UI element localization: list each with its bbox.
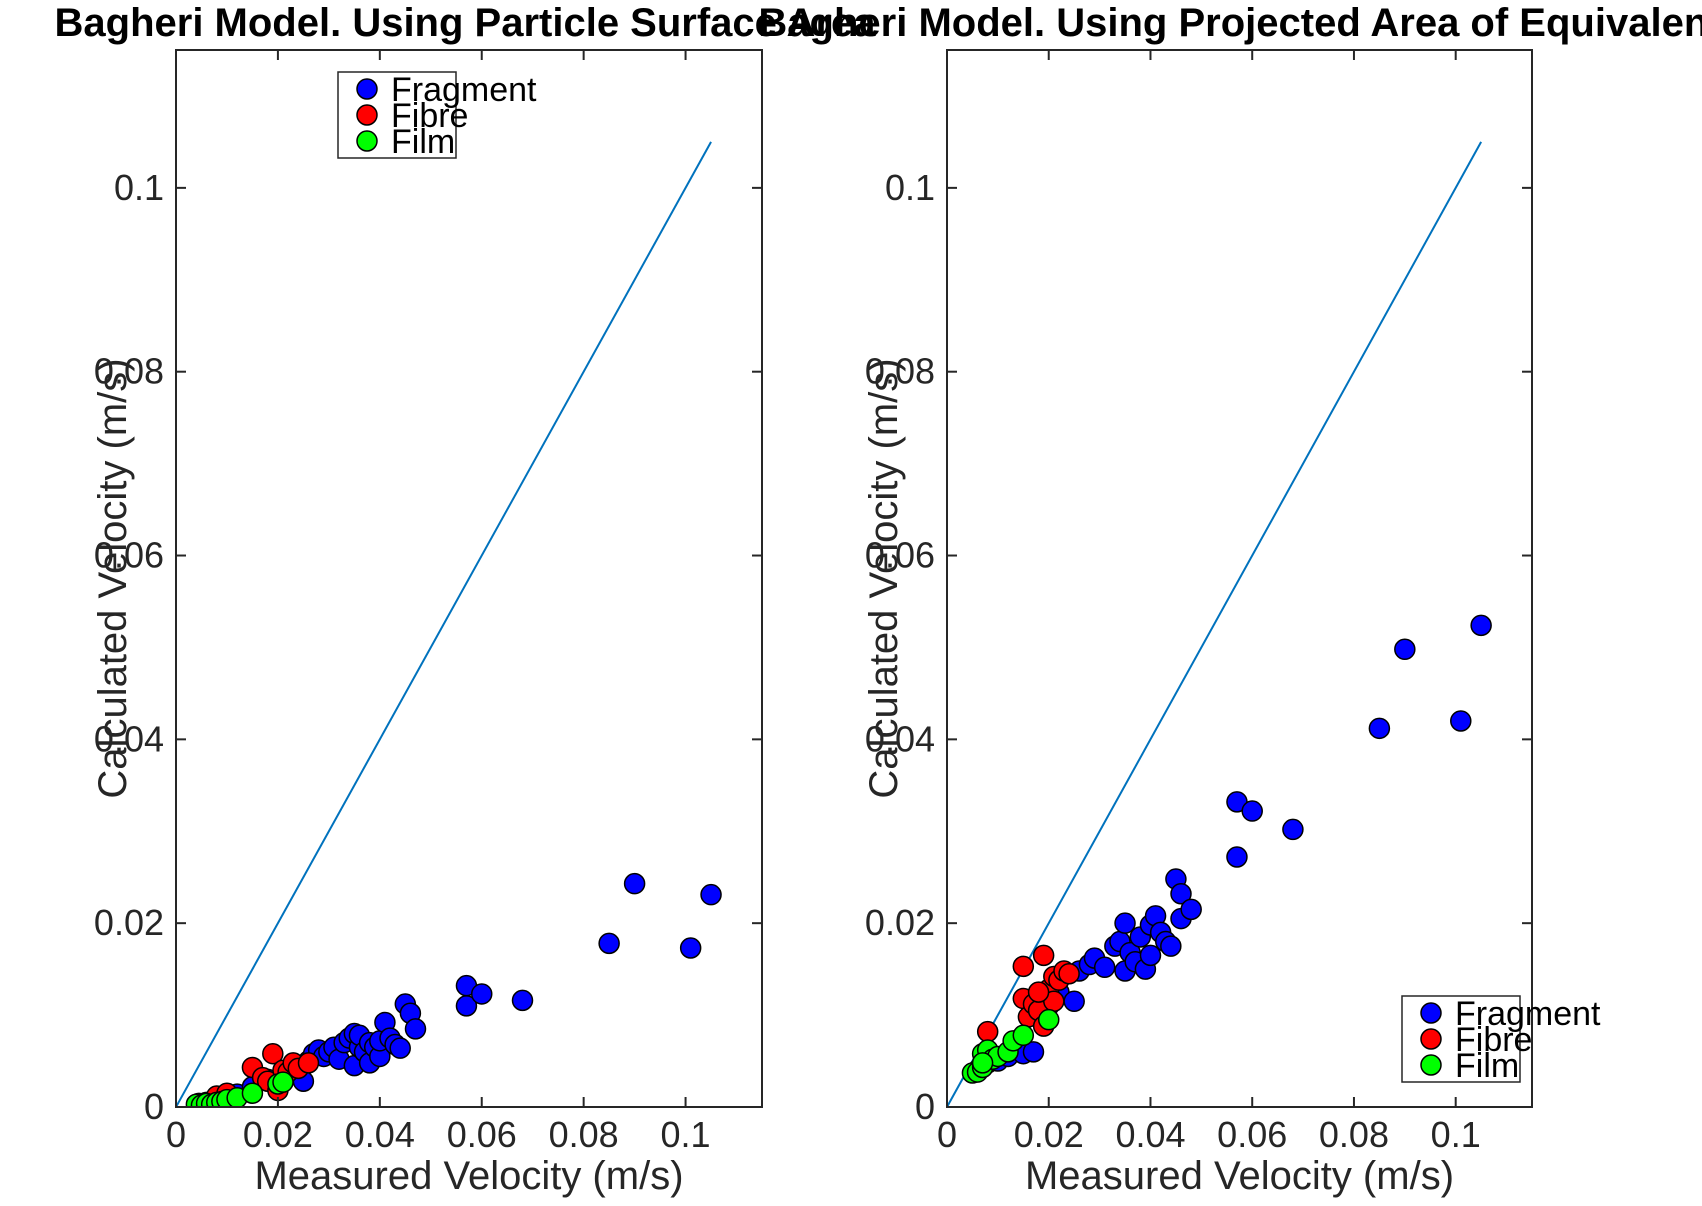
right-fragment-point <box>1170 883 1192 905</box>
left-x-tick-label: 0.1 <box>661 1114 711 1155</box>
right-legend-marker-film <box>1420 1054 1442 1076</box>
right-x-tick-label: 0 <box>937 1114 957 1155</box>
left-fragment-point <box>389 1037 411 1059</box>
left-fragment-point <box>679 937 702 959</box>
left-fragment-point <box>700 883 722 906</box>
right-y-tick-label: 0.06 <box>865 535 935 576</box>
right-fibre-point <box>1027 981 1050 1003</box>
left-legend-entry-film: Film <box>391 123 455 161</box>
right-legend-entry-fibre: Fibre <box>1455 1021 1532 1059</box>
right-fragment-point <box>1226 846 1248 868</box>
right-fragment-point <box>1022 1041 1045 1063</box>
left-x-tick-label: 0.02 <box>243 1114 313 1155</box>
left-axes-box <box>175 49 763 1108</box>
right-reference-line <box>947 141 1483 1107</box>
right-fragment-point <box>1139 944 1162 967</box>
right-fragment-point <box>1241 800 1263 822</box>
right-fragment-point <box>1093 956 1116 979</box>
right-y-tick-label: 0 <box>915 1086 935 1127</box>
right-fragment-point <box>1114 912 1136 934</box>
left-reference-line <box>176 141 712 1107</box>
left-film-point <box>241 1082 264 1104</box>
left-fragment-point <box>598 932 620 955</box>
left-x-tick-label: 0.06 <box>447 1114 517 1155</box>
right-fragment-point <box>1160 935 1182 957</box>
left-fibre-point <box>262 1042 284 1065</box>
left-y-tick-label: 0 <box>144 1086 164 1127</box>
right-x-tick-label: 0.02 <box>1014 1114 1084 1155</box>
left-y-tick-label: 0.04 <box>94 718 164 759</box>
left-y-tick-label: 0.1 <box>114 167 164 208</box>
left-legend-marker-fragment <box>356 78 378 100</box>
left-x-tick-label: 0.04 <box>345 1114 415 1155</box>
right-x-axis-label: Measured Velocity (m/s) <box>1025 1154 1454 1198</box>
right-fibre-point <box>976 1020 999 1043</box>
right-fragment-point <box>1470 614 1492 637</box>
right-legend-marker-fibre <box>1420 1028 1442 1050</box>
left-x-tick-label: 0.08 <box>549 1114 619 1155</box>
left-fragment-point <box>455 995 478 1017</box>
right-y-tick-label: 0.02 <box>865 902 935 943</box>
right-x-tick-label: 0.06 <box>1217 1114 1287 1155</box>
right-legend-entry-fragment: Fragment <box>1455 995 1601 1033</box>
right-fragment-point <box>1368 717 1391 740</box>
right-y-tick-label: 0.04 <box>865 718 935 759</box>
right-fragment-point <box>1450 710 1472 732</box>
right-fragment-point <box>1063 990 1085 1013</box>
right-fragment-point <box>1282 818 1304 841</box>
right-x-tick-label: 0.04 <box>1115 1114 1185 1155</box>
right-fibre-point <box>1032 944 1055 967</box>
left-chart-title: Bagheri Model. Using Particle Surface Ar… <box>55 1 877 45</box>
left-film-point <box>272 1071 294 1093</box>
right-fibre-point <box>1012 955 1035 978</box>
left-x-axis-label: Measured Velocity (m/s) <box>254 1154 683 1198</box>
right-fragment-point <box>1180 898 1202 921</box>
right-fibre-point <box>1058 962 1080 985</box>
right-fragment-point <box>1394 638 1416 661</box>
right-series-film <box>961 1008 1060 1084</box>
right-film-point <box>1012 1024 1035 1047</box>
left-y-axis-label: Calculated Velocity (m/s) <box>91 358 135 798</box>
left-legend-marker-fibre <box>356 104 378 126</box>
right-film-point <box>1037 1008 1060 1031</box>
left-y-tick-label: 0.02 <box>94 902 164 943</box>
right-x-tick-label: 0.1 <box>1431 1114 1481 1155</box>
left-fragment-point <box>623 872 646 895</box>
left-legend-marker-film <box>356 130 378 152</box>
left-chart: 0 0.02 0.04 0.06 0.08 0.1 0 0.02 0.04 0.06 0.08 0.1… <box>91 49 763 1198</box>
left-legend-entry-fibre: Fibre <box>391 97 468 135</box>
left-fibre-point <box>297 1052 320 1074</box>
right-y-tick-label: 0.1 <box>885 167 935 208</box>
right-chart-title: Bagheri Model. Using Projected Area of E… <box>758 1 1702 45</box>
right-y-axis-label: Calculated Velocity (m/s) <box>862 358 906 798</box>
right-y-tick-label: 0.08 <box>865 351 935 392</box>
right-legend-marker-fragment <box>1420 1002 1442 1024</box>
left-y-tick-label: 0.06 <box>94 535 164 576</box>
left-legend-entry-fragment: Fragment <box>391 71 537 109</box>
right-axes-box <box>946 49 1533 1108</box>
left-x-tick-label: 0 <box>166 1114 186 1155</box>
left-fragment-point <box>511 989 534 1012</box>
left-fragment-point <box>404 1018 427 1040</box>
right-x-tick-label: 0.08 <box>1319 1114 1389 1155</box>
right-legend-entry-film: Film <box>1455 1047 1519 1085</box>
left-series-film <box>185 1071 294 1107</box>
right-chart: 0 0.02 0.04 0.06 0.08 0.1 0 0.02 0.04 0.06 0.08 0.1… <box>862 49 1601 1198</box>
left-y-tick-label: 0.08 <box>94 351 164 392</box>
right-film-point <box>971 1052 994 1074</box>
left-fragment-point <box>470 983 493 1005</box>
